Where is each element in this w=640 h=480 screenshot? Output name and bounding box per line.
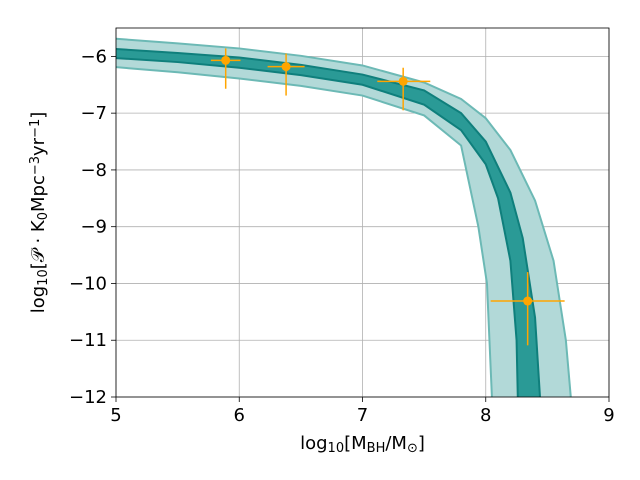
label-part: 10 bbox=[36, 269, 51, 286]
label-part: BH bbox=[367, 441, 386, 456]
y-tick-label: −11 bbox=[69, 330, 107, 351]
plot-area bbox=[116, 37, 572, 397]
label-part: yr bbox=[28, 137, 49, 156]
x-tick-label: 6 bbox=[234, 405, 245, 426]
y-tick-label: −10 bbox=[69, 273, 107, 294]
band-edge bbox=[116, 57, 519, 397]
band-edge bbox=[116, 37, 572, 397]
x-tick-label: 8 bbox=[480, 405, 491, 426]
x-tick-label: 9 bbox=[603, 405, 614, 426]
label-part: 10 bbox=[328, 441, 345, 456]
axes-frame bbox=[115, 27, 610, 398]
x-tick-label: 5 bbox=[110, 405, 121, 426]
y-tick-label: −9 bbox=[80, 217, 107, 238]
label-part: log bbox=[300, 433, 327, 454]
x-tick-label: 7 bbox=[357, 405, 368, 426]
y-tick-label: −6 bbox=[80, 46, 107, 67]
label-part: /M bbox=[385, 433, 407, 454]
band-edge bbox=[116, 48, 541, 397]
band-edge bbox=[116, 66, 493, 397]
label-part: 0 bbox=[36, 212, 51, 220]
data-point bbox=[221, 55, 231, 65]
label-part: log bbox=[28, 286, 49, 313]
label-part: −3 bbox=[28, 156, 43, 175]
y-tick-label: −12 bbox=[69, 387, 107, 408]
x-axis-label: log10[MBH/M⊙] bbox=[300, 433, 425, 456]
y-tick-label: −8 bbox=[80, 160, 107, 181]
label-part: −1 bbox=[28, 119, 43, 138]
band-area bbox=[116, 49, 540, 397]
label-part: ] bbox=[418, 433, 425, 454]
label-part: ⊙ bbox=[407, 441, 418, 456]
label-part: [M bbox=[344, 433, 367, 454]
label-part: [𝒫 · K bbox=[28, 219, 49, 269]
data-point bbox=[398, 76, 408, 86]
label-part: ] bbox=[28, 112, 49, 119]
label-part: Mpc bbox=[28, 175, 49, 212]
data-point bbox=[523, 296, 533, 306]
y-axis-label: log10[𝒫 · K0Mpc−3yr−1] bbox=[28, 112, 51, 314]
data-point bbox=[281, 62, 291, 72]
y-tick-label: −7 bbox=[80, 103, 107, 124]
